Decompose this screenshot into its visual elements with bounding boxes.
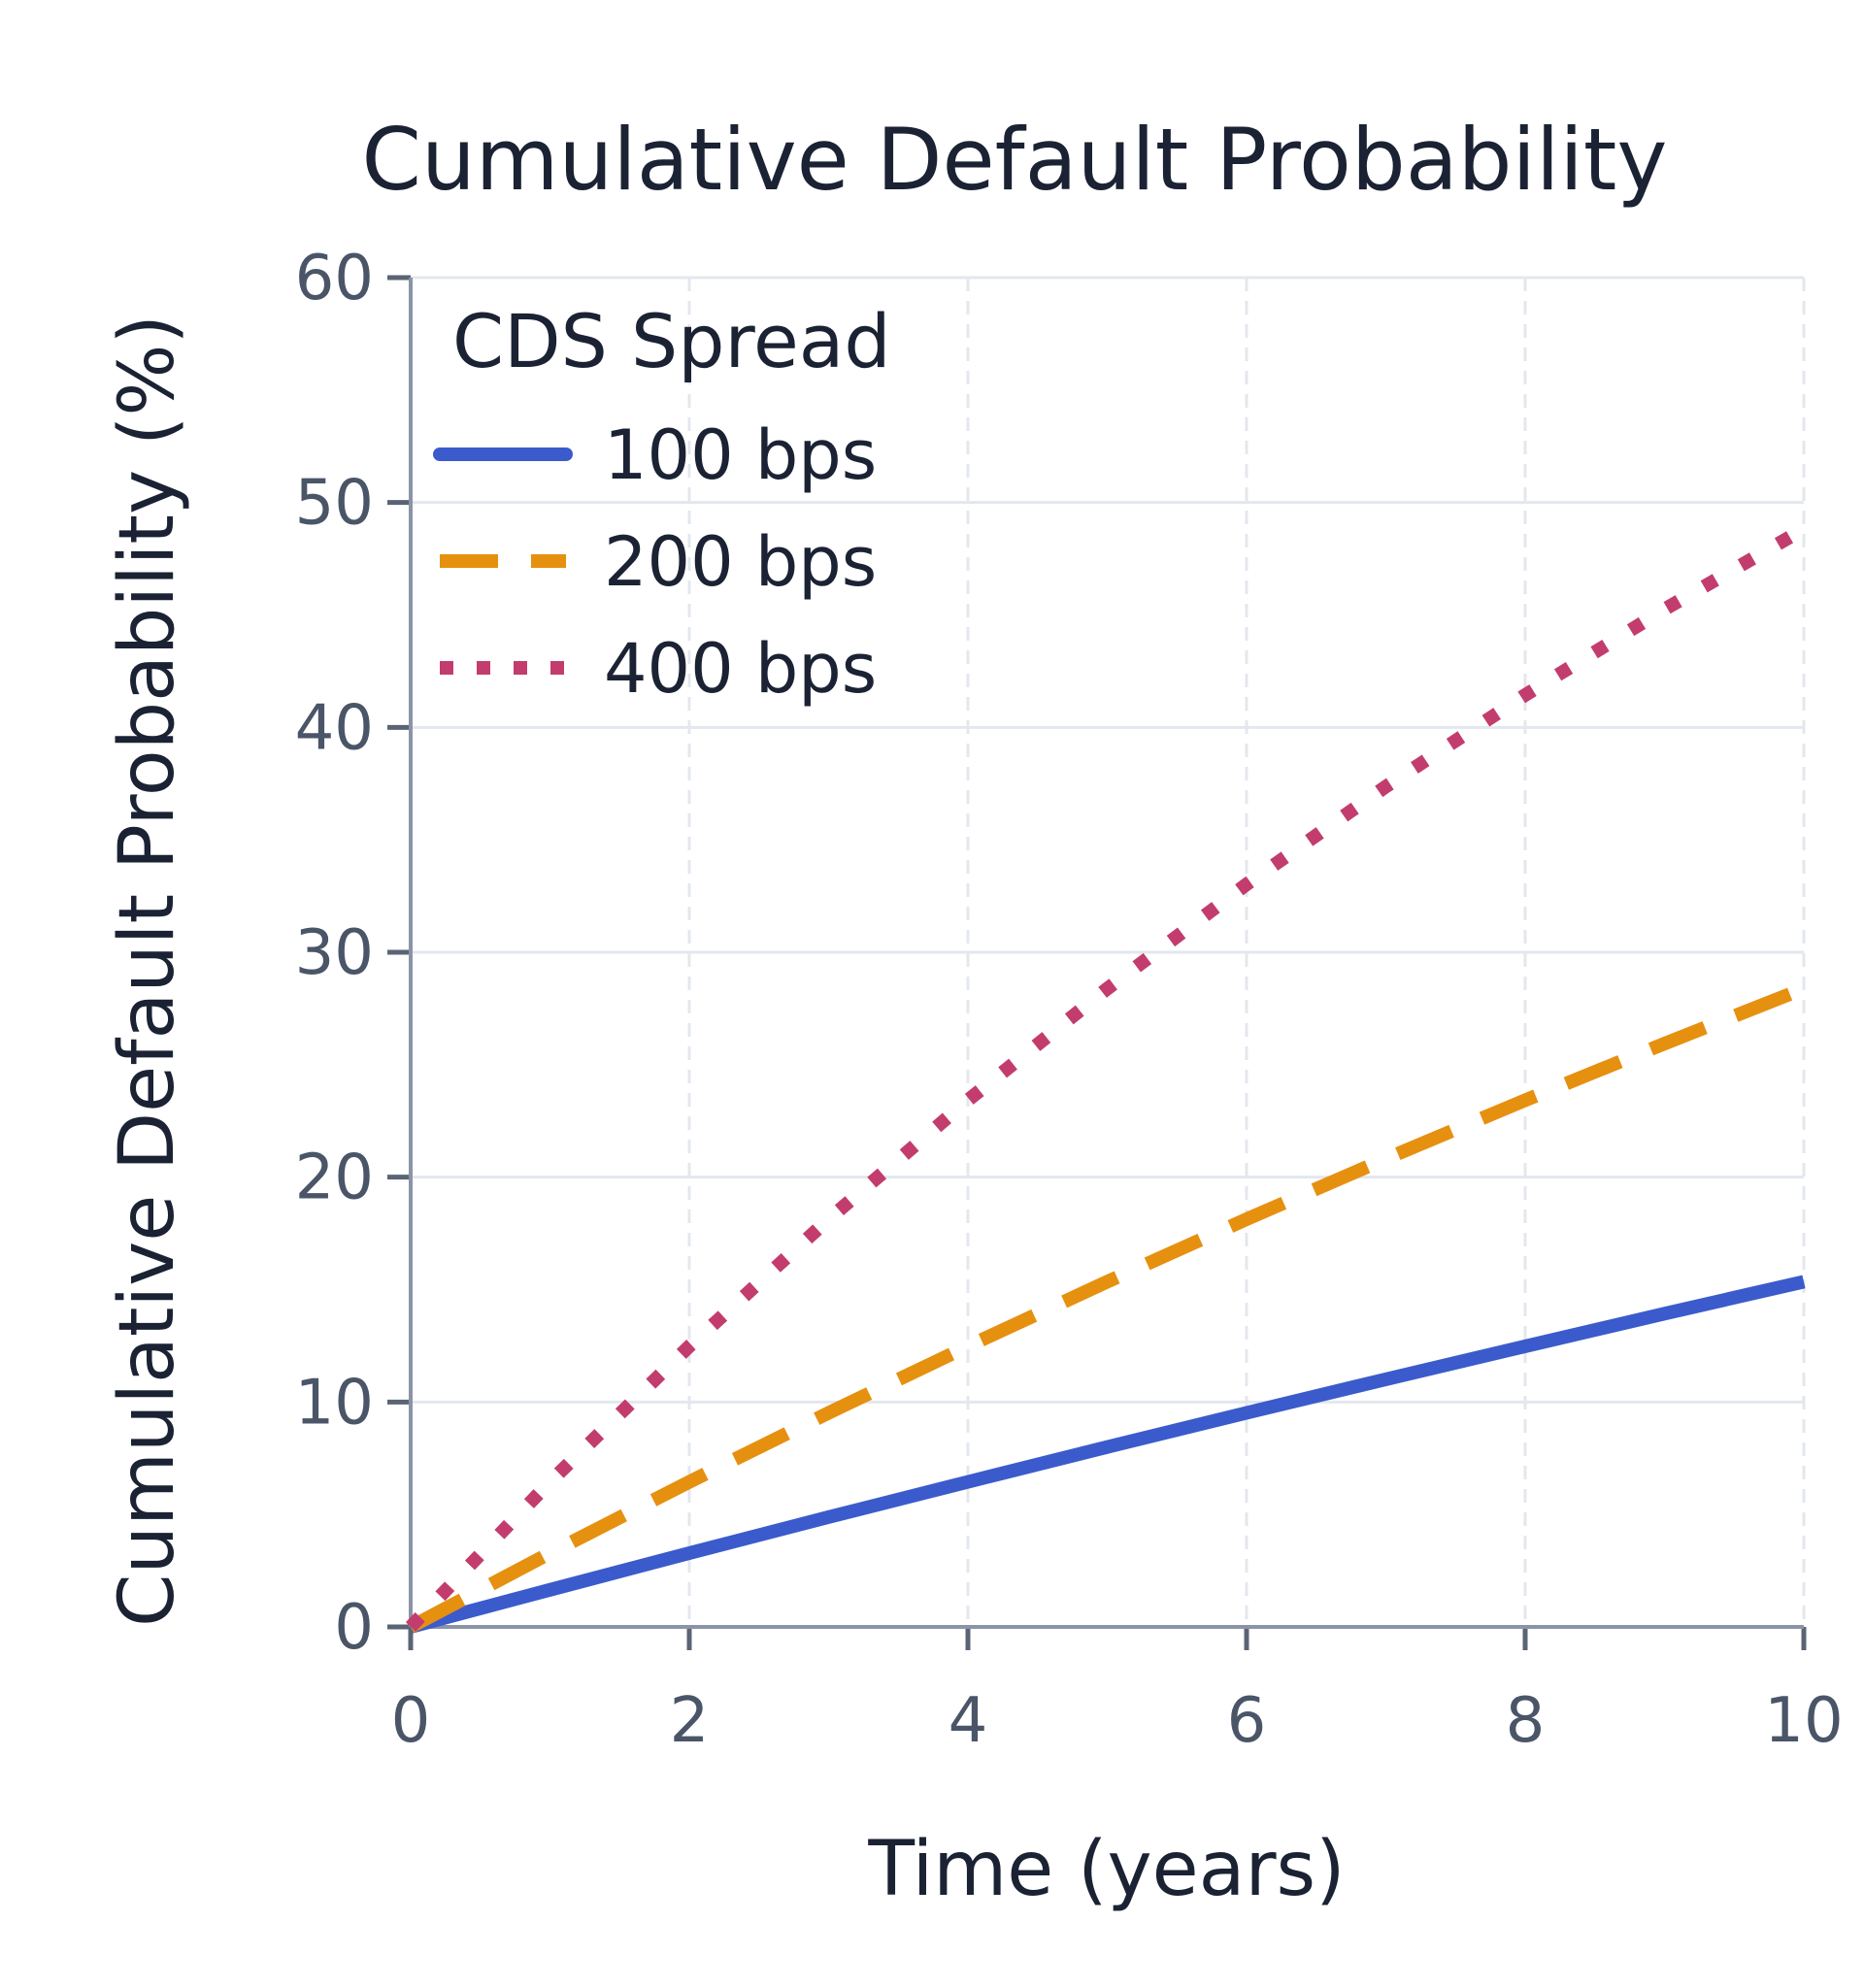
y-tick-label: 40: [295, 692, 374, 764]
y-tick-label: 10: [295, 1367, 374, 1439]
x-axis-title: Time (years): [867, 1826, 1345, 1913]
legend-title: CDS Spread: [452, 298, 891, 384]
x-tick-label: 0: [391, 1685, 431, 1757]
x-tick-label: 8: [1506, 1685, 1546, 1757]
chart-title: Cumulative Default Probability: [362, 110, 1668, 210]
series-line-400-bps: [405, 522, 1808, 1632]
x-tick-label: 4: [949, 1685, 988, 1757]
series-line-100-bps: [409, 1275, 1806, 1634]
legend-label: 400 bps: [604, 629, 877, 709]
series: [405, 522, 1808, 1634]
x-tick-label: 10: [1764, 1685, 1843, 1757]
y-axis-title: Cumulative Default Probability (%): [104, 315, 191, 1627]
legend-label: 100 bps: [604, 415, 877, 495]
x-tick-label: 2: [670, 1685, 710, 1757]
series-line-200-bps: [407, 981, 1807, 1634]
x-tick-label: 6: [1227, 1685, 1267, 1757]
legend: CDS Spread 100 bps 200 bps 400 bps: [433, 298, 891, 709]
y-tick-label: 50: [295, 468, 374, 540]
y-tick-label: 30: [295, 917, 374, 989]
grid: [411, 276, 1806, 1627]
y-tick-label: 0: [334, 1592, 374, 1664]
y-tick-label: 20: [295, 1143, 374, 1214]
axes: 0 10 20 30 40 50 60 0 2 4 6 8 10: [295, 243, 1844, 1757]
y-tick-label: 60: [295, 243, 374, 315]
legend-label: 200 bps: [604, 522, 877, 602]
